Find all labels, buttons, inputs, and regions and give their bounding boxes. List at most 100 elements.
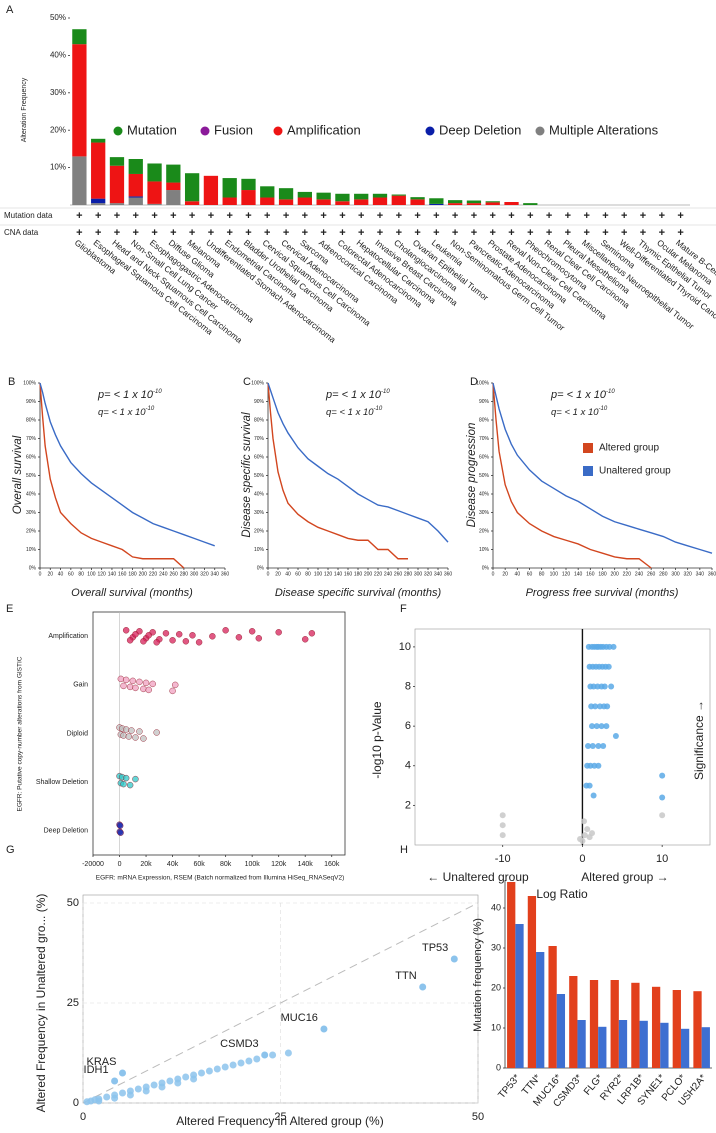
point: [209, 633, 216, 640]
row-mark: +: [659, 210, 665, 222]
row-mark: +: [452, 210, 458, 222]
stat-value: p= < 1 x 10: [97, 389, 154, 401]
bar: [610, 980, 619, 1068]
point: [132, 734, 139, 741]
point: [140, 735, 147, 742]
point: [174, 1079, 182, 1087]
x-tick-label: 260: [647, 571, 656, 577]
y-tick-label: 50%: [479, 473, 490, 479]
point: [302, 636, 309, 643]
x-axis-title: Disease specific survival (months): [275, 587, 442, 599]
x-tick-label: 300: [414, 571, 423, 577]
point: [581, 818, 588, 825]
point: [255, 635, 262, 642]
point: [136, 678, 143, 686]
x-tick-label: 260: [169, 571, 178, 577]
point: [103, 1093, 111, 1101]
x-tick-label: 140: [334, 571, 343, 577]
point: [142, 679, 150, 687]
labeled-point: [450, 955, 458, 963]
x-tick-label: 120: [324, 571, 333, 577]
panel-letter: D: [470, 376, 478, 388]
y-axis-title: Mutation frequency (%): [472, 918, 484, 1032]
point: [182, 638, 190, 645]
y-tick-label: 0: [496, 1062, 501, 1072]
x-tick-label: 240: [635, 571, 644, 577]
bar-segment: [354, 193, 369, 200]
bar-segment: [128, 173, 143, 197]
row-mark: +: [339, 227, 345, 239]
y-tick-label: 10: [399, 641, 411, 653]
point: [222, 627, 229, 634]
point: [593, 723, 600, 730]
x-tick-label: 0: [267, 571, 270, 577]
point: [659, 772, 666, 779]
point: [142, 1087, 150, 1095]
x-tick-label: 220: [374, 571, 383, 577]
x-tick-label: 120: [562, 571, 571, 577]
point: [122, 627, 130, 634]
row-mark: +: [508, 210, 514, 222]
bar: [631, 982, 640, 1068]
row-mark: +: [414, 227, 420, 239]
x-tick-label: 160: [344, 571, 353, 577]
point: [659, 794, 666, 801]
y-tick-label: 60%: [254, 454, 265, 460]
point: [149, 680, 156, 688]
row-mark: +: [189, 210, 195, 222]
point: [603, 723, 610, 730]
stat-text: p= < 1 x 10-10: [97, 389, 162, 401]
row-mark: +: [76, 227, 82, 239]
y-tick-label: Shallow Deletion: [36, 779, 88, 786]
bar-segment: [260, 186, 275, 198]
y-tick-label: 30%: [254, 510, 265, 516]
x-tick-label: 140: [108, 571, 117, 577]
x-axis-title: Overall survival (months): [71, 587, 193, 599]
bar-segment: [391, 194, 406, 196]
x-tick-label: 60: [527, 571, 533, 577]
x-tick-label: 60: [68, 571, 74, 577]
x-tick-label: 180: [128, 571, 137, 577]
y-tick-label: 10%: [254, 547, 265, 553]
x-tick-label: 320: [200, 571, 209, 577]
point: [499, 812, 506, 819]
y-tick-label: 50%: [26, 473, 37, 479]
x-tick-label: 200: [610, 571, 619, 577]
bar: [639, 1020, 648, 1068]
point: [198, 1069, 205, 1077]
x-tick-label: 0: [39, 571, 42, 577]
point: [190, 1075, 198, 1083]
y-tick-label: 4: [405, 760, 411, 772]
point-label: TTN: [395, 970, 416, 982]
bar-segment: [448, 200, 463, 204]
bar-segment: [166, 190, 181, 205]
row-mark: +: [490, 227, 496, 239]
row-mark: +: [677, 210, 683, 222]
x-tick-label: 100k: [245, 861, 261, 868]
bar-segment: [72, 156, 87, 205]
y-tick-label: 80%: [26, 417, 37, 423]
stat-text: p= < 1 x 10-10: [325, 389, 390, 401]
x-tick-label: 300: [671, 571, 680, 577]
y-tick-label: 20%: [254, 528, 265, 534]
x-tick-label: -10: [495, 853, 511, 865]
row-mark: +: [602, 227, 608, 239]
x-tick-label: 180: [354, 571, 363, 577]
row-mark: +: [264, 227, 270, 239]
point: [132, 775, 139, 783]
point: [166, 1077, 174, 1085]
panel-letter: E: [6, 603, 13, 615]
point: [128, 727, 135, 734]
survival-curve: [267, 382, 449, 543]
bar-segment: [278, 199, 294, 205]
point: [269, 1051, 277, 1059]
row-mark: +: [546, 227, 552, 239]
stat-exponent: -10: [153, 389, 162, 395]
row-mark: +: [677, 227, 683, 239]
y-axis-title: Alteration Frequency: [21, 77, 28, 142]
x-tick-label: 340: [696, 571, 705, 577]
point: [136, 728, 143, 735]
row-mark: +: [377, 227, 383, 239]
panel-letter: A: [6, 4, 14, 16]
point: [610, 643, 617, 650]
